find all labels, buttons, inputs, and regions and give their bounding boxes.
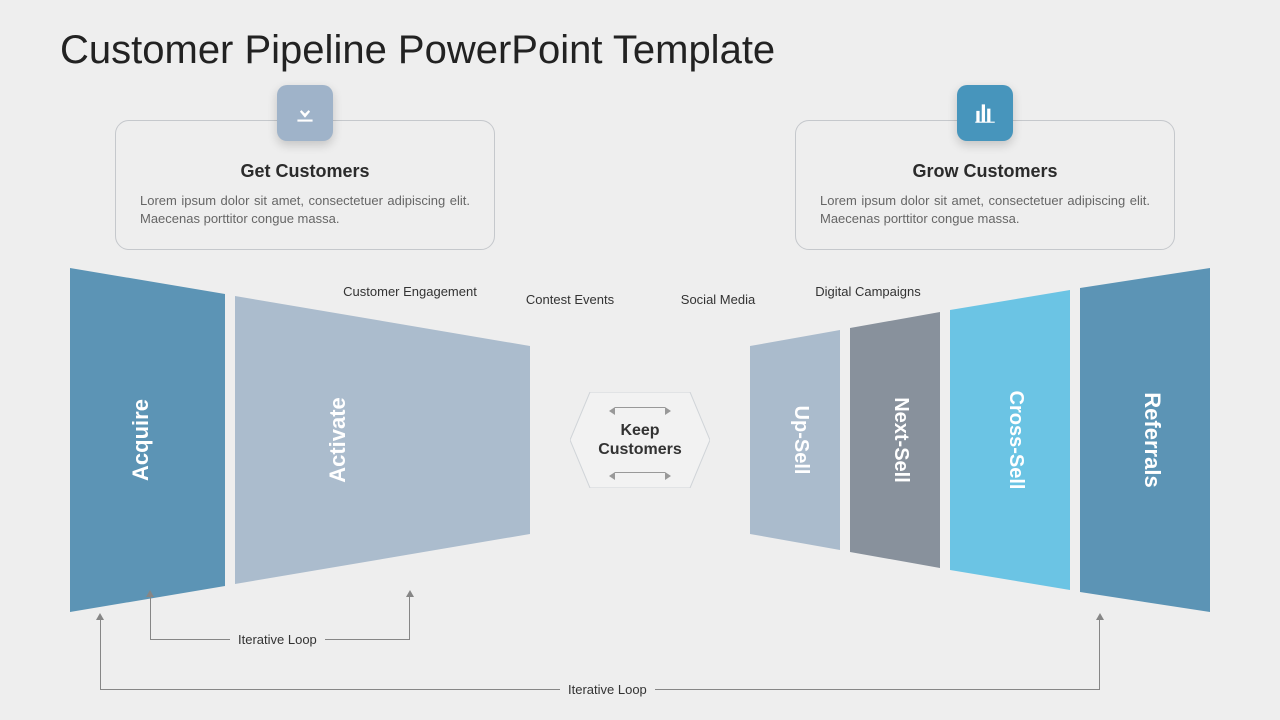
grow-customers-body: Lorem ipsum dolor sit amet, consectetuer…	[820, 192, 1150, 227]
grow-customers-title: Grow Customers	[820, 161, 1150, 182]
get-customers-title: Get Customers	[140, 161, 470, 182]
stage-activate	[235, 296, 530, 584]
page-title: Customer Pipeline PowerPoint Template	[60, 28, 775, 73]
loop-outer-arrow-right	[1096, 613, 1104, 620]
bar-chart-icon	[957, 85, 1013, 141]
stage-crosssell-label: Cross-Sell	[1005, 391, 1027, 490]
keep-customers-label: Keep Customers	[570, 392, 710, 488]
keep-customers-hexagon: Keep Customers	[570, 392, 710, 488]
download-icon	[277, 85, 333, 141]
stage-acquire-label: Acquire	[128, 399, 153, 481]
pipeline-diagram: Customer Engagement Contest Events Socia…	[0, 268, 1280, 613]
stage-activate-label: Activate	[325, 397, 350, 483]
iterative-loop-outer	[100, 618, 1100, 690]
get-customers-body: Lorem ipsum dolor sit amet, consectetuer…	[140, 192, 470, 227]
loop-inner-arrow-right	[406, 590, 414, 597]
keep-arrow-bottom	[615, 472, 665, 473]
stage-referrals-label: Referrals	[1140, 392, 1165, 487]
iterative-loop-outer-label: Iterative Loop	[560, 682, 655, 697]
loop-inner-arrow-left	[146, 590, 154, 597]
stage-nextsell-label: Next-Sell	[890, 397, 912, 483]
stage-upsell-label: Up-Sell	[790, 406, 812, 475]
loop-outer-arrow-left	[96, 613, 104, 620]
get-customers-callout: Get Customers Lorem ipsum dolor sit amet…	[115, 120, 495, 250]
grow-customers-callout: Grow Customers Lorem ipsum dolor sit ame…	[795, 120, 1175, 250]
